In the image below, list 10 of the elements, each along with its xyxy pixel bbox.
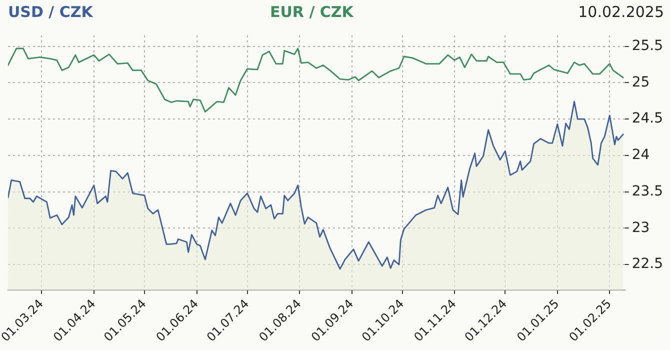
y-tick-label: 24 [632,147,650,164]
y-tick-label: 25.5 [632,38,663,54]
y-tick-label: 25 [632,74,650,90]
y-tick-label: 23 [632,220,650,236]
y-tick-label: 23.5 [632,183,663,200]
text: EUR / CZK [270,3,354,21]
text: USD / CZK [8,3,93,21]
y-tick-label: 22.5 [632,256,663,272]
text: 10.02.2025 [578,3,664,21]
y-tick-label: 24.5 [632,110,663,127]
